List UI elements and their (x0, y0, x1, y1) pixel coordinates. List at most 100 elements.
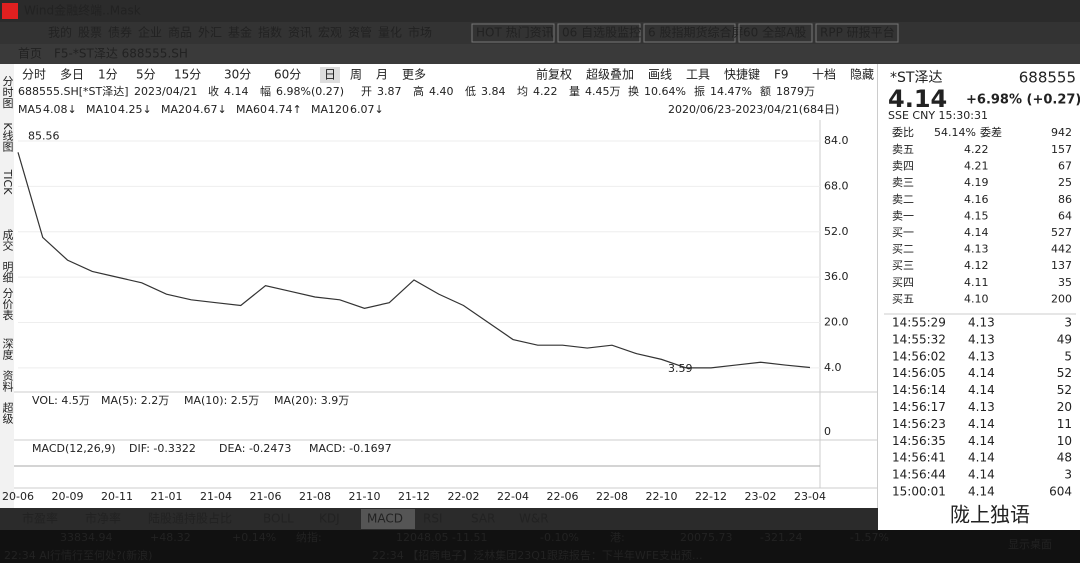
index-item: +48.32 (150, 531, 191, 544)
period: 更多 (402, 68, 426, 82)
ma-name: MA20 (161, 103, 192, 116)
news: 22:34 AI行情行至何处?(新浪) (4, 548, 152, 562)
stock-name: *ST泽达 (890, 70, 942, 86)
book-price: 4.16 (964, 193, 989, 206)
quote-value: 4.14 (224, 85, 249, 98)
index-item: 纳指: (296, 530, 322, 544)
trade-time: 14:56:35 (892, 434, 946, 448)
macd-item: DIF: -0.3322 (129, 442, 196, 455)
index-item: 20075.73 (680, 531, 733, 544)
indicator-tab: 市净率 (85, 511, 121, 526)
menu-bar (0, 22, 1080, 44)
x-tick-label: 20-06 (2, 490, 34, 503)
tab-bar (0, 44, 1080, 64)
quote-label: 均 (517, 85, 528, 98)
trade-price: 4.13 (968, 332, 995, 346)
y-tick-label: 52.0 (824, 225, 849, 238)
status-bar (0, 530, 1080, 563)
ma-value: 6.07↓ (350, 103, 384, 116)
quote-label: 收 (208, 84, 219, 98)
price-line (17, 152, 811, 369)
book-price: 4.15 (964, 209, 989, 222)
book-price: 4.19 (964, 176, 989, 189)
ma-value: 4.08↓ (43, 103, 77, 116)
trade-volume: 11 (1057, 417, 1072, 431)
x-tick-label: 22-08 (596, 490, 628, 503)
quick-button (738, 23, 813, 43)
book-side: 卖三 (892, 176, 914, 189)
side-label: 分时图 (1, 75, 14, 109)
book-price: 4.13 (964, 243, 989, 256)
ma-value: 4.74↑ (268, 103, 302, 116)
date-range: 2020/06/23-2023/04/21(684日) (668, 103, 839, 116)
book-volume: 25 (1058, 176, 1072, 189)
index-item: -1.57% (850, 531, 889, 544)
vol-tick: 0 (824, 425, 831, 438)
indicator-tab: W&R (519, 512, 549, 526)
book-volume: 86 (1058, 193, 1072, 206)
trade-volume: 20 (1057, 400, 1072, 414)
index-item: 港: (610, 531, 625, 544)
indicator-tab: KDJ (319, 512, 340, 526)
ma-value: 4.67↓ (193, 103, 227, 116)
index-item: -11.51 (452, 531, 487, 544)
side-label: K线图 (1, 122, 14, 152)
tool: 画线 (648, 68, 672, 82)
trade-price: 4.13 (968, 349, 995, 363)
quote-value: 4.22 (533, 85, 558, 98)
trade-time: 14:56:23 (892, 417, 946, 431)
trade-price: 4.14 (968, 451, 995, 465)
menu-item: 量化 (378, 26, 402, 40)
trade-volume: 5 (1064, 349, 1072, 363)
macd-item: MACD: -0.1697 (309, 442, 392, 455)
menu-item: 市场 (408, 25, 432, 40)
wc: 942 (1051, 126, 1072, 139)
news: 22:34 【招商电子】泛林集团23Q1跟踪报告：下半年WFE支出预... (372, 548, 703, 562)
book-volume: 442 (1051, 243, 1072, 256)
trade-time: 15:00:01 (892, 485, 946, 499)
period: 日 (324, 68, 336, 82)
quick-button (643, 23, 736, 43)
trade-price: 4.14 (968, 468, 995, 482)
x-tick-label: 21-12 (398, 490, 430, 503)
ma-name: MA60 (236, 103, 267, 116)
side-label: 明细 (1, 261, 14, 283)
tool: 隐藏 (850, 68, 874, 82)
wc-label: 委差 (980, 125, 1002, 139)
side-label: 资料 (1, 370, 14, 393)
window-title: Wind金融终端..Mask (24, 3, 141, 18)
book-price: 4.21 (964, 160, 989, 173)
tab: 首页 (18, 47, 42, 61)
period: 60分 (274, 68, 301, 82)
annotation: 85.56 (28, 130, 60, 143)
period: 5分 (136, 68, 156, 82)
book-volume: 527 (1051, 226, 1072, 239)
indicator-selected (361, 509, 415, 529)
index-item: 12048.05 (396, 531, 449, 544)
quote-value: 10.64% (644, 85, 686, 98)
trade-price: 4.13 (968, 316, 995, 330)
indicator-tab: MACD (367, 512, 403, 526)
side-label: 深度 (1, 338, 14, 361)
vol-item: VOL: 4.5万 (32, 394, 90, 407)
vol-item: MA(10): 2.5万 (184, 394, 259, 407)
quote-value: 3.84 (481, 85, 506, 98)
indicator-tab: BOLL (263, 512, 294, 526)
index-item: +0.14% (232, 531, 276, 544)
book-price: 4.12 (964, 259, 989, 272)
x-tick-label: 23-04 (794, 490, 826, 503)
taskbar-button: 显示桌面 (1008, 538, 1052, 551)
tool: 超级叠加 (586, 67, 634, 82)
ma-name: MA10 (86, 103, 117, 116)
change: +6.98% (+0.27) (966, 93, 1080, 108)
y-tick-label: 20.0 (824, 316, 849, 329)
watermark: 陇上独语 (950, 503, 1030, 527)
period: 30分 (224, 68, 251, 82)
index-item: 33834.94 (60, 531, 113, 544)
y-tick-label: 84.0 (824, 134, 849, 147)
book-price: 4.22 (964, 143, 989, 156)
menu-item: 企业 (138, 25, 162, 40)
wb-label: 委比 (892, 126, 914, 139)
chart-area (0, 64, 878, 508)
index-item: -0.10% (540, 531, 579, 544)
